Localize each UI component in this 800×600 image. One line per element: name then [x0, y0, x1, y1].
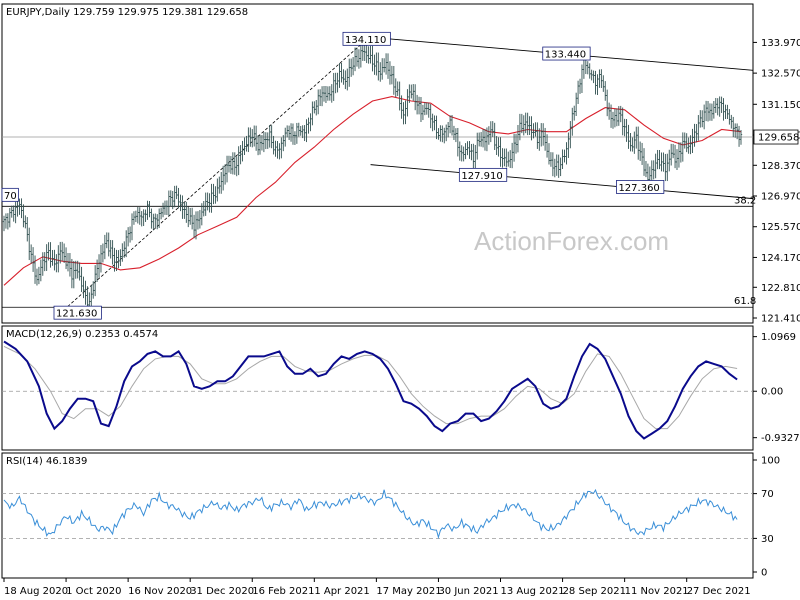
price-overlays: 38.2 61.8 [2, 38, 756, 314]
watermark: ActionForex.com [474, 226, 669, 256]
price-tick-label: 128.370 [761, 161, 800, 172]
annotation-box [1, 187, 19, 202]
annotation-box [542, 46, 591, 61]
fib-label: 61.8 [734, 296, 756, 307]
annotation-label: 134.110 [345, 35, 386, 46]
price-tick-label: 126.970 [761, 192, 800, 203]
channel-lower-line [370, 164, 754, 200]
x-tick-label: 13 Aug 2021 [501, 586, 565, 597]
annotation-box [616, 180, 665, 194]
price-annotation: 70 [1, 187, 19, 202]
x-tick-label: 16 Nov 2020 [128, 586, 192, 597]
rsi-panel [1, 452, 754, 579]
fib-label: 38.2 [734, 195, 756, 206]
x-tick-label: 1 Oct 2020 [66, 586, 121, 597]
macd-tick-label: 1.0969 [761, 332, 796, 343]
x-tick-label: 11 Nov 2021 [625, 586, 689, 597]
price-tick-label: 132.570 [761, 69, 800, 80]
current-price-badge: 129.658 [753, 129, 799, 145]
price-annotation: 133.440 [542, 46, 591, 61]
rsi-tick-label: 70 [761, 489, 774, 500]
x-tick-label: 18 Aug 2020 [4, 586, 68, 597]
price-header: EURJPY,Daily 129.759 129.975 129.381 129… [6, 7, 248, 18]
x-tick-label: 27 Dec 2021 [687, 586, 751, 597]
price-tick-label: 133.970 [761, 38, 800, 49]
rsi-header: RSI(14) 46.1839 [6, 456, 87, 467]
price-annotations: 134.110 133.440 127.910 127.360 121.630 70 129… [1, 31, 799, 320]
macd-panel [1, 325, 754, 451]
dashed-trendline [59, 39, 367, 314]
x-tick-label: 28 Sep 2021 [563, 586, 626, 597]
annotation-label: 133.440 [545, 50, 586, 61]
price-tick-label: 124.170 [761, 253, 800, 264]
macd-tick-label: -0.9327 [761, 433, 800, 444]
macd-main-line [3, 340, 738, 440]
macd-header: MACD(12,26,9) 0.2353 0.4574 [6, 329, 158, 340]
moving-average-line [3, 96, 742, 286]
price-annotation: 121.630 [53, 305, 102, 320]
annotation-label: 121.630 [56, 309, 97, 320]
rsi-tick-label: 100 [761, 456, 780, 467]
annotation-box [342, 31, 391, 46]
current-price-label: 129.658 [758, 133, 799, 144]
price-tick-label: 121.410 [761, 314, 800, 325]
rsi-line: 100 70 30 0 [2, 456, 780, 579]
price-annotation: 127.360 [616, 180, 665, 194]
price-y-axis: 133.970132.570131.150129.750128.370126.9… [753, 38, 800, 325]
price-candles [2, 41, 743, 315]
macd-tick-label: 0.00 [761, 387, 783, 398]
price-tick-label: 125.570 [761, 222, 800, 233]
rsi-tick-label: 0 [761, 568, 767, 579]
rsi-line-path [3, 488, 738, 540]
annotation-box [458, 167, 508, 182]
price-annotation: 127.910 [458, 167, 508, 182]
x-tick-label: 16 Feb 2021 [252, 586, 314, 597]
macd-lines: 1.0969 0.00 -0.9327 [2, 332, 800, 444]
annotation-label: 70 [4, 191, 17, 202]
current-price-box [753, 129, 799, 145]
price-annotation: 134.110 [342, 31, 391, 46]
annotation-box [53, 305, 102, 320]
x-tick-label: 17 May 2021 [376, 586, 441, 597]
x-tick-label: 31 Dec 2020 [190, 586, 254, 597]
price-panel [1, 3, 754, 324]
price-tick-label: 122.810 [761, 283, 800, 294]
annotation-label: 127.360 [618, 183, 659, 194]
x-tick-label: 1 Apr 2021 [314, 586, 369, 597]
annotation-label: 127.910 [461, 171, 502, 182]
x-tick-label: 30 Jun 2021 [438, 586, 498, 597]
rsi-tick-label: 30 [761, 534, 774, 545]
price-tick-label: 131.150 [761, 100, 800, 111]
